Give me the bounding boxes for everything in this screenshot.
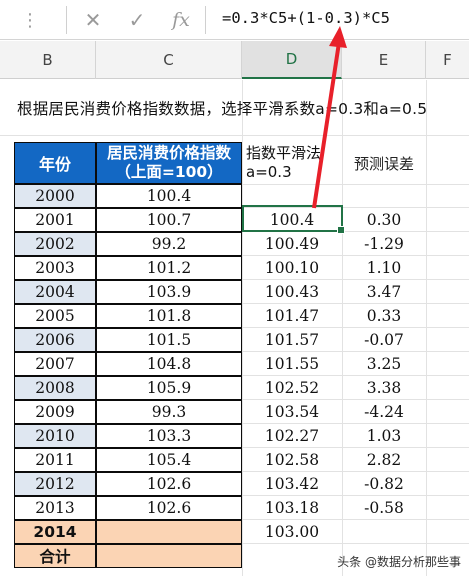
error-cell[interactable]: 1.03: [366, 427, 402, 445]
cpi-cell[interactable]: 101.5: [96, 328, 242, 352]
formula-bar: ⋮ ✕ ✓ fx =0.3*C5+(1-0.3)*C5: [0, 0, 469, 40]
error-cell[interactable]: 2.82: [366, 451, 402, 469]
smooth-cell[interactable]: 103.18: [264, 499, 320, 517]
year-cell[interactable]: 2008: [14, 376, 96, 400]
total-label-cell[interactable]: 合计: [14, 544, 96, 568]
header-smooth[interactable]: 指数平滑法a=0.3: [246, 144, 322, 181]
more-options-icon[interactable]: ⋮: [21, 9, 39, 31]
title-row: 根据居民消费价格指数数据，选择平滑系数a=0.3和a=0.5: [0, 80, 469, 135]
year-cell[interactable]: 2002: [14, 232, 96, 256]
header-cpi[interactable]: 居民消费价格指数（上面=100）: [96, 142, 242, 184]
smooth-cell[interactable]: 100.43: [264, 283, 320, 301]
forecast-year-cell[interactable]: 2014: [14, 520, 96, 544]
forecast-value-cell[interactable]: 103.00: [264, 523, 320, 541]
smooth-cell[interactable]: 103.54: [264, 403, 320, 421]
year-cell[interactable]: 2011: [14, 448, 96, 472]
error-cell[interactable]: 3.47: [366, 283, 402, 301]
cpi-cell[interactable]: 101.8: [96, 304, 242, 328]
cpi-cell[interactable]: 99.2: [96, 232, 242, 256]
error-cell[interactable]: 3.38: [366, 379, 402, 397]
cpi-cell[interactable]: 101.2: [96, 256, 242, 280]
column-header-f[interactable]: F: [443, 51, 452, 69]
error-cell[interactable]: -0.58: [364, 499, 404, 517]
cpi-cell[interactable]: 100.4: [96, 184, 242, 208]
column-header-c[interactable]: C: [96, 41, 242, 79]
smooth-cell[interactable]: 103.42: [264, 475, 320, 493]
year-cell[interactable]: 2012: [14, 472, 96, 496]
smooth-cell[interactable]: 101.57: [264, 331, 320, 349]
year-cell[interactable]: 2000: [14, 184, 96, 208]
cpi-cell[interactable]: 100.7: [96, 208, 242, 232]
watermark: 头条 @数据分析那些事: [337, 555, 461, 569]
column-header-b[interactable]: B: [0, 41, 96, 79]
total-value-cell[interactable]: [96, 544, 242, 568]
cancel-icon[interactable]: ✕: [84, 8, 102, 32]
year-cell[interactable]: 2010: [14, 424, 96, 448]
error-cell[interactable]: -0.07: [364, 331, 404, 349]
formula-input[interactable]: =0.3*C5+(1-0.3)*C5: [205, 6, 469, 34]
annotation-arrow: [312, 26, 347, 209]
cpi-cell[interactable]: 105.4: [96, 448, 242, 472]
cpi-cell[interactable]: 99.3: [96, 400, 242, 424]
sheet-title: 根据居民消费价格指数数据，选择平滑系数a=0.3和a=0.5: [17, 100, 428, 118]
column-header-d[interactable]: D: [242, 41, 342, 79]
active-cell-selection[interactable]: [242, 205, 345, 234]
fill-handle[interactable]: [337, 226, 345, 234]
year-cell[interactable]: 2013: [14, 496, 96, 520]
formula-text: =0.3*C5+(1-0.3)*C5: [222, 9, 390, 27]
smooth-cell[interactable]: 100.49: [264, 235, 320, 253]
year-cell[interactable]: 2009: [14, 400, 96, 424]
error-cell[interactable]: -4.24: [364, 403, 404, 421]
year-cell[interactable]: 2004: [14, 280, 96, 304]
smooth-cell[interactable]: 101.47: [264, 307, 320, 325]
header-year[interactable]: 年份: [14, 142, 96, 184]
cpi-cell[interactable]: 105.9: [96, 376, 242, 400]
smooth-cell[interactable]: 100.10: [264, 259, 320, 277]
error-cell[interactable]: 0.30: [366, 211, 402, 229]
error-cell[interactable]: -1.29: [364, 235, 404, 253]
smooth-cell[interactable]: 102.58: [264, 451, 320, 469]
smooth-cell[interactable]: 100.4: [269, 211, 315, 229]
cpi-cell[interactable]: 102.6: [96, 496, 242, 520]
year-cell[interactable]: 2006: [14, 328, 96, 352]
smooth-cell[interactable]: 101.55: [264, 355, 320, 373]
cpi-cell[interactable]: 103.3: [96, 424, 242, 448]
year-cell[interactable]: 2007: [14, 352, 96, 376]
smooth-cell[interactable]: 102.27: [264, 427, 320, 445]
formula-bar-separator: [66, 6, 67, 34]
cpi-cell[interactable]: 103.9: [96, 280, 242, 304]
error-cell[interactable]: 3.25: [366, 355, 402, 373]
error-cell[interactable]: -0.82: [364, 475, 404, 493]
smooth-cell[interactable]: 102.52: [264, 379, 320, 397]
column-header-bar: B C D E F: [0, 41, 469, 79]
cpi-cell[interactable]: 104.8: [96, 352, 242, 376]
enter-icon[interactable]: ✓: [128, 8, 146, 32]
insert-function-icon[interactable]: fx: [172, 9, 190, 31]
year-cell[interactable]: 2001: [14, 208, 96, 232]
error-cell[interactable]: 0.33: [366, 307, 402, 325]
cpi-cell[interactable]: 102.6: [96, 472, 242, 496]
error-cell[interactable]: 1.10: [366, 259, 402, 277]
year-cell[interactable]: 2005: [14, 304, 96, 328]
header-error[interactable]: 预测误差: [353, 154, 414, 173]
year-cell[interactable]: 2003: [14, 256, 96, 280]
forecast-cpi-cell[interactable]: [96, 520, 242, 544]
column-header-e[interactable]: E: [342, 41, 426, 79]
